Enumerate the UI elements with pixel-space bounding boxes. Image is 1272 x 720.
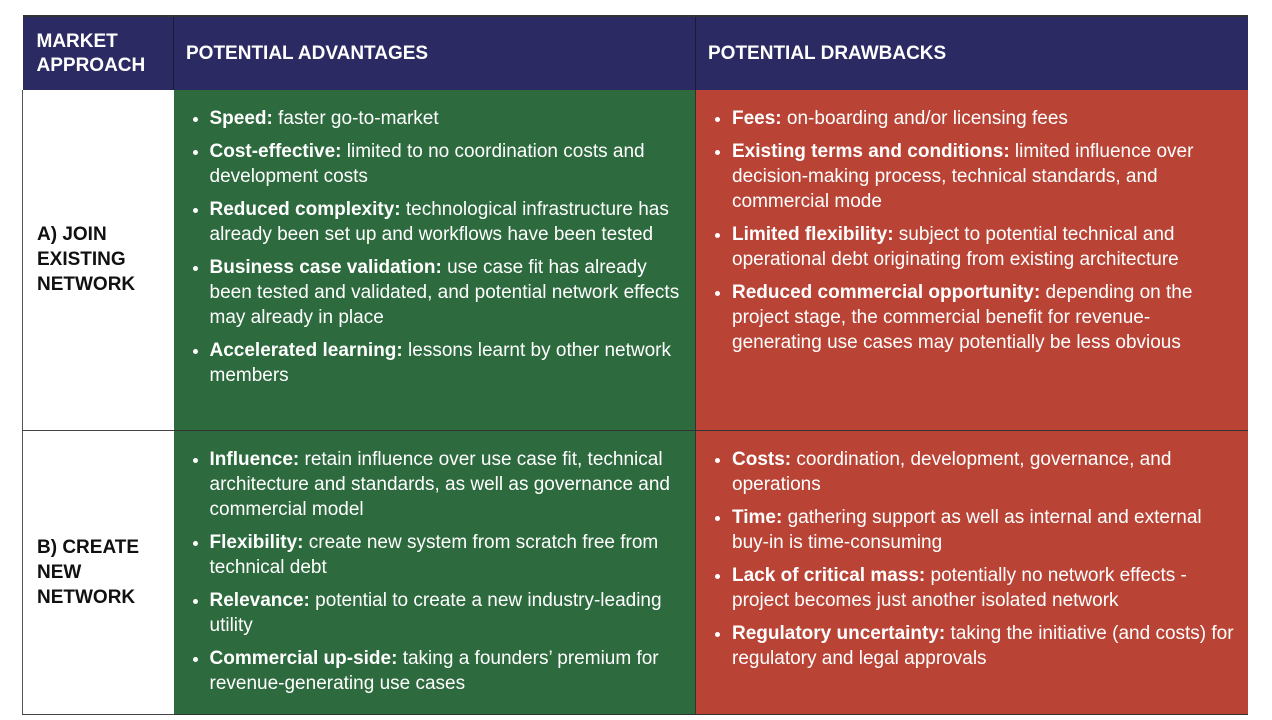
item-term: Business case validation: bbox=[209, 257, 442, 278]
item-term: Influence: bbox=[209, 448, 300, 470]
item-term: Regulatory uncertainty: bbox=[732, 622, 946, 644]
item-term: Accelerated learning: bbox=[209, 340, 403, 361]
list-item: Costs: coordination, development, govern… bbox=[732, 447, 1238, 497]
item-text: gathering support as well as internal an… bbox=[732, 506, 1202, 553]
item-term: Costs: bbox=[732, 448, 792, 470]
advantages-cell: Speed: faster go-to-market Cost-effective… bbox=[173, 90, 696, 431]
item-text: use case fit has already been tested and… bbox=[209, 257, 680, 328]
item-text: on-boarding and/or licensing fees bbox=[781, 108, 1068, 129]
header-drawbacks: POTENTIAL DRAWBACKS bbox=[695, 15, 1248, 90]
list-item: Existing terms and conditions: limited i… bbox=[732, 139, 1238, 214]
list-item: Reduced commercial opportunity: dependin… bbox=[732, 280, 1238, 355]
item-term: Reduced complexity: bbox=[209, 199, 401, 220]
item-term: Relevance: bbox=[209, 589, 310, 611]
advantages-list: Influence: retain influence over use cas… bbox=[188, 447, 686, 696]
item-term: Time: bbox=[732, 506, 783, 528]
list-item: Lack of critical mass: potentially no ne… bbox=[732, 563, 1238, 613]
table-row: B) CREATE NEW NETWORK Influence: retain i… bbox=[22, 430, 1248, 715]
list-item: Cost-effective: limited to no coordinati… bbox=[210, 139, 686, 189]
item-text: technological infrastructure has already… bbox=[209, 199, 669, 245]
header-advantages: POTENTIAL ADVANTAGES bbox=[173, 15, 696, 90]
item-text: limited to no coordination costs and dev… bbox=[209, 141, 645, 187]
table-row: A) JOIN EXISTING NETWORKSpeed: faster go… bbox=[22, 90, 1248, 431]
list-item: Business case validation: use case fit h… bbox=[210, 255, 686, 330]
header-row: MARKET APPROACH POTENTIAL ADVANTAGES POT… bbox=[22, 15, 1248, 90]
drawbacks-cell: Costs: coordination, development, govern… bbox=[695, 430, 1248, 715]
item-term: Flexibility: bbox=[209, 531, 304, 553]
list-item: Accelerated learning: lessons learnt by … bbox=[210, 338, 686, 388]
item-text: limited influence over decision-making p… bbox=[732, 141, 1194, 212]
list-item: Speed: faster go-to-market bbox=[210, 106, 686, 131]
list-item: Fees: on-boarding and/or licensing fees bbox=[732, 106, 1238, 131]
item-text: taking the initiative (and costs) for re… bbox=[732, 622, 1234, 669]
item-term: Lack of critical mass: bbox=[732, 564, 926, 586]
drawbacks-list: Costs: coordination, development, govern… bbox=[710, 447, 1238, 671]
market-approach-table: MARKET APPROACH POTENTIAL ADVANTAGES POT… bbox=[22, 15, 1248, 715]
list-item: Influence: retain influence over use cas… bbox=[210, 447, 686, 522]
list-item: Regulatory uncertainty: taking the initi… bbox=[732, 621, 1238, 671]
list-item: Relevance: potential to create a new ind… bbox=[210, 588, 686, 638]
item-text: retain influence over use case fit, tech… bbox=[209, 448, 671, 520]
item-term: Cost-effective: bbox=[209, 141, 342, 162]
item-term: Existing terms and conditions: bbox=[732, 141, 1010, 162]
item-term: Commercial up-side: bbox=[209, 647, 398, 669]
item-text: potential to create a new industry-leadi… bbox=[209, 589, 662, 636]
approach-cell: A) JOIN EXISTING NETWORK bbox=[22, 90, 174, 431]
list-item: Commercial up-side: taking a founders’ p… bbox=[210, 646, 686, 696]
drawbacks-list: Fees: on-boarding and/or licensing fees E… bbox=[710, 106, 1238, 355]
item-text: faster go-to-market bbox=[272, 108, 439, 129]
item-term: Speed: bbox=[209, 108, 273, 129]
item-text: subject to potential technical and opera… bbox=[732, 224, 1179, 270]
list-item: Limited flexibility: subject to potentia… bbox=[732, 222, 1238, 272]
item-text: potentially no network effects - project… bbox=[732, 564, 1187, 611]
list-item: Flexibility: create new system from scra… bbox=[210, 530, 686, 580]
approach-cell: B) CREATE NEW NETWORK bbox=[22, 430, 174, 715]
advantages-cell: Influence: retain influence over use cas… bbox=[173, 430, 696, 715]
header-approach: MARKET APPROACH bbox=[22, 15, 174, 90]
item-term: Limited flexibility: bbox=[732, 224, 894, 245]
item-text: depending on the project stage, the comm… bbox=[732, 282, 1193, 353]
list-item: Reduced complexity: technological infras… bbox=[210, 197, 686, 247]
item-text: lessons learnt by other network members bbox=[209, 340, 672, 386]
list-item: Time: gathering support as well as inter… bbox=[732, 505, 1238, 555]
drawbacks-cell: Fees: on-boarding and/or licensing fees E… bbox=[695, 90, 1248, 431]
item-text: taking a founders’ premium for revenue-g… bbox=[209, 647, 659, 694]
item-term: Reduced commercial opportunity: bbox=[732, 282, 1041, 303]
item-text: coordination, development, governance, a… bbox=[732, 448, 1172, 495]
item-term: Fees: bbox=[732, 108, 782, 129]
advantages-list: Speed: faster go-to-market Cost-effective… bbox=[188, 106, 686, 388]
item-text: create new system from scratch free from… bbox=[209, 531, 659, 578]
